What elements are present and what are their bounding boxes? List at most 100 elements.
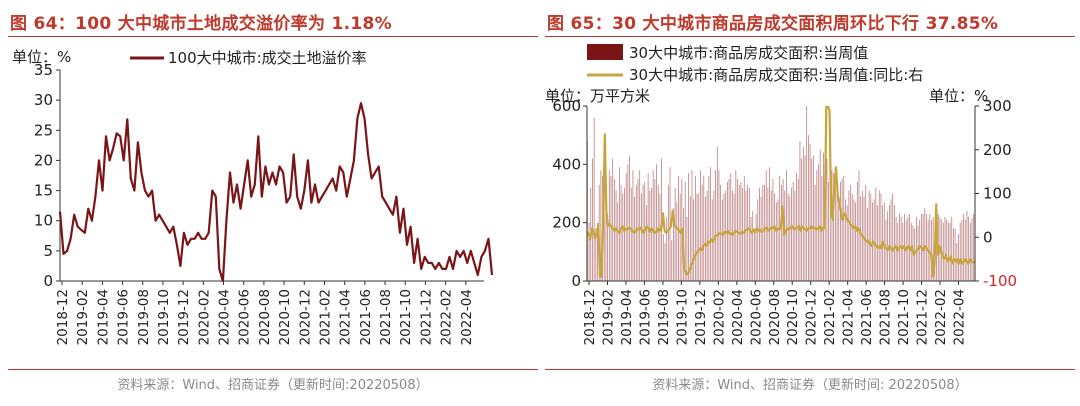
right-bar (689, 196, 691, 281)
left-y-tick-label: 10 (34, 212, 53, 230)
right-bar (954, 228, 956, 281)
right-bar (651, 187, 652, 281)
right-bar (969, 222, 971, 281)
right-bar (807, 135, 809, 281)
right-bar (894, 205, 895, 281)
right-bar (605, 181, 607, 281)
right-bar (632, 170, 634, 281)
right-bar (919, 219, 921, 282)
right-bar (659, 193, 661, 281)
left-source-note: 资料来源：Wind、招商证券（更新时间:20220508） (117, 378, 429, 393)
right-bar (588, 222, 590, 281)
right-bar (968, 216, 970, 281)
right-bar (765, 170, 767, 281)
right-bar (646, 205, 647, 281)
right-x-tick-label: 2019-10 (674, 289, 690, 345)
right-bar (769, 167, 770, 282)
right-bar (700, 170, 701, 281)
right-bar (917, 225, 919, 281)
right-bar (654, 178, 656, 281)
left-x-tick-label: 2019-04 (95, 289, 111, 345)
right-bar (610, 176, 612, 281)
right-x-tick-label: 2020-02 (711, 289, 727, 345)
left-x-tick-label: 2020-02 (196, 289, 212, 345)
right-bar (897, 222, 899, 281)
right-legend-bar-swatch (587, 44, 623, 60)
right-bar (679, 193, 681, 281)
right-bar (639, 170, 641, 281)
right-bar (848, 190, 850, 281)
right-bar (625, 173, 627, 281)
right-bar (710, 167, 711, 282)
right-bar (841, 178, 843, 281)
right-bar (612, 158, 614, 281)
right-bar (617, 202, 619, 282)
right-bar (703, 176, 705, 281)
right-bar (652, 170, 654, 281)
right-bar (924, 208, 926, 281)
right-bar (759, 187, 760, 281)
right-bar (831, 170, 833, 281)
right-bar (718, 170, 720, 281)
left-x-tick-label: 2019-06 (116, 289, 132, 345)
right-bar (705, 196, 706, 281)
left-x-tick-label: 2020-10 (277, 289, 293, 345)
right-bar (757, 199, 759, 281)
right-bar (742, 187, 743, 281)
right-bar (716, 146, 718, 281)
right-bar (860, 196, 862, 281)
right-bar (762, 184, 764, 282)
right-bar (823, 152, 824, 281)
right-bar (915, 216, 917, 281)
right-bar (721, 199, 723, 281)
right-bar (619, 167, 620, 282)
right-bar (691, 170, 693, 281)
right-x-tick-label: 2020-06 (748, 289, 764, 345)
left-x-tick-label: 2022-02 (439, 289, 455, 345)
right-bar (635, 184, 637, 282)
right-bar (597, 222, 598, 281)
right-bar (875, 187, 877, 281)
right-bar (664, 243, 666, 281)
right-bar (828, 181, 829, 281)
right-bar (595, 228, 597, 281)
right-bar (791, 187, 792, 281)
left-x-tick-label: 2020-06 (237, 289, 253, 345)
left-chart-panel: 图 64：100 大中城市土地成交溢价率为 1.18% 单位：% 100大中城市:… (8, 0, 538, 406)
right-bar (694, 176, 696, 281)
right-x-tick-label: 2019-08 (656, 289, 672, 345)
right-bar (671, 240, 673, 281)
right-bar (781, 184, 782, 282)
right-bar (657, 184, 659, 282)
right-bar (963, 213, 964, 281)
right-bar (929, 213, 931, 281)
right-bar (723, 193, 725, 281)
right-bar (877, 205, 878, 281)
right-bar (708, 176, 710, 281)
left-series-line (58, 102, 494, 283)
left-x-tick-label: 2021-12 (418, 289, 434, 345)
right-bar (885, 219, 887, 282)
right-bar (951, 216, 953, 281)
right-bar (706, 190, 708, 281)
left-y-tick-label: 5 (43, 242, 53, 260)
right-bar (786, 170, 787, 281)
right-bar (745, 190, 747, 281)
right-bar (667, 184, 669, 282)
right-bar (740, 181, 742, 281)
left-y-tick-label: 20 (34, 151, 53, 169)
right-bar (946, 219, 948, 282)
right-bar (630, 187, 632, 281)
right-x-tick-label: 2021-06 (859, 289, 875, 345)
right-bar (958, 234, 959, 281)
right-bar (627, 164, 629, 281)
right-bar (858, 170, 860, 281)
right-right-y-tick-label: -100 (983, 272, 1017, 290)
right-bar (774, 193, 776, 281)
right-bar (701, 184, 703, 282)
right-bar (767, 187, 769, 281)
right-bar (959, 222, 961, 281)
right-x-tick-label: 2020-12 (804, 289, 820, 345)
right-bar (792, 181, 794, 281)
right-legend-line-label: 30大中城市:商品房成交面积:当周值:同比:右 (629, 66, 923, 84)
